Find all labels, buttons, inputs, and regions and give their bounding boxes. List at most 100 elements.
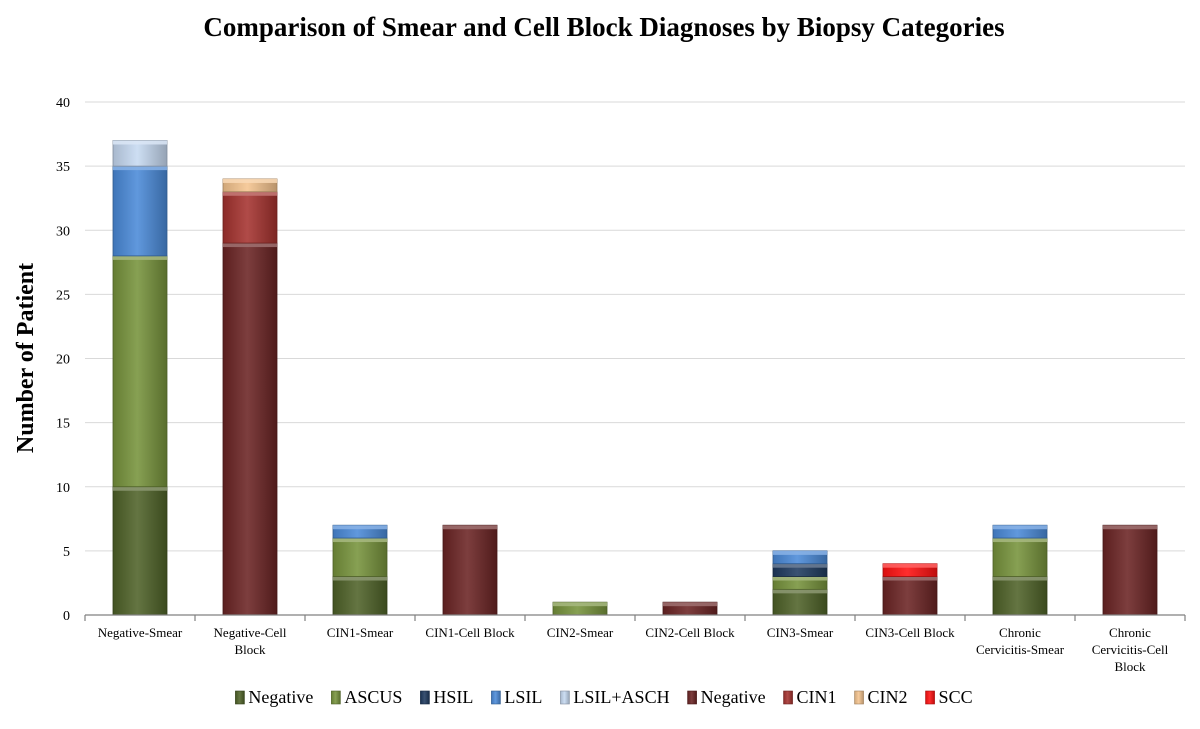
x-axis-labels: Negative-Smear Negative-Cell Block CIN1-Sme… bbox=[98, 625, 1169, 674]
legend-label: ASCUS bbox=[344, 687, 402, 707]
x-axis bbox=[84, 614, 1186, 621]
bar-segment bbox=[112, 486, 168, 616]
bar-segment bbox=[112, 165, 168, 257]
y-tick-label: 10 bbox=[56, 481, 70, 496]
legend-swatch bbox=[235, 690, 245, 705]
bar-segment-cap bbox=[113, 255, 167, 260]
bar-segment-cap bbox=[773, 563, 827, 568]
bar-segment-body bbox=[112, 255, 168, 488]
legend-item: CIN2 bbox=[854, 687, 908, 707]
bar-segment-cap bbox=[333, 525, 387, 530]
legend: Negative ASCUS HSIL LSIL LSIL+ASCH Negative CI… bbox=[235, 687, 973, 707]
bar-segment-cap bbox=[663, 602, 717, 607]
bar-segment-body bbox=[992, 537, 1048, 577]
x-category-label: Negative-Cell Block bbox=[214, 625, 287, 657]
bar-segment-body bbox=[772, 588, 828, 616]
bar-segment bbox=[992, 537, 1048, 577]
bar-segment-cap bbox=[993, 525, 1047, 530]
bar-segment bbox=[112, 140, 168, 167]
bar-segment bbox=[1102, 524, 1158, 616]
bar-segment-cap bbox=[443, 525, 497, 530]
bar-segment bbox=[112, 255, 168, 488]
legend-label: CIN2 bbox=[868, 687, 908, 707]
bar-segment bbox=[882, 563, 938, 577]
bar-segment bbox=[222, 191, 278, 244]
bar-segment bbox=[772, 563, 828, 577]
bar-segment bbox=[772, 588, 828, 616]
bar-segment-body bbox=[882, 576, 938, 616]
bar-segment bbox=[882, 576, 938, 616]
legend-item: Negative bbox=[687, 687, 766, 707]
x-category-label: Chronic Cervicitis-Smear bbox=[976, 625, 1065, 657]
legend-swatch bbox=[331, 690, 341, 705]
bar-segment-cap bbox=[1103, 525, 1157, 530]
bar-segment bbox=[332, 537, 388, 577]
x-category-label: CIN2-Smear bbox=[547, 625, 614, 640]
bar-segment bbox=[772, 576, 828, 590]
bar-segment-body bbox=[442, 524, 498, 616]
bar-segment-body bbox=[332, 537, 388, 577]
bar-segment bbox=[772, 550, 828, 565]
legend-swatch bbox=[491, 690, 501, 705]
legend-swatch bbox=[560, 690, 570, 705]
y-axis-title: Number of Patient bbox=[13, 263, 39, 453]
bar-segment-body bbox=[992, 576, 1048, 616]
legend-swatch bbox=[687, 690, 697, 705]
bar-segment-body bbox=[112, 486, 168, 616]
x-category-label: CIN1-Smear bbox=[327, 625, 394, 640]
legend-label: SCC bbox=[939, 687, 973, 707]
bar-segment-body bbox=[112, 140, 168, 167]
y-tick-label: 5 bbox=[63, 545, 70, 560]
legend-item: LSIL bbox=[491, 687, 542, 707]
bar-segment-cap bbox=[113, 140, 167, 145]
legend-label: Negative bbox=[248, 687, 313, 707]
bar-segment-body bbox=[112, 165, 168, 257]
bar-segment-body bbox=[222, 191, 278, 244]
bar-segment-cap bbox=[223, 191, 277, 196]
legend-item: LSIL+ASCH bbox=[560, 687, 670, 707]
x-category-label: CIN2-Cell Block bbox=[645, 625, 735, 640]
bar-segment bbox=[222, 242, 278, 616]
bar-segment bbox=[662, 601, 718, 616]
bar-segment-cap bbox=[773, 589, 827, 594]
y-tick-label: 35 bbox=[56, 160, 70, 175]
bar-segment bbox=[992, 576, 1048, 616]
legend-item: CIN1 bbox=[783, 687, 837, 707]
legend-label: HSIL bbox=[433, 687, 473, 707]
bar-segment-cap bbox=[223, 243, 277, 248]
legend-swatch bbox=[420, 690, 430, 705]
y-tick-label: 40 bbox=[56, 96, 70, 111]
x-category-label: Negative-Smear bbox=[98, 625, 183, 640]
legend-swatch bbox=[925, 690, 935, 705]
bar-segment-cap bbox=[223, 178, 277, 183]
bars bbox=[112, 140, 1158, 616]
bar-segment-cap bbox=[333, 576, 387, 581]
chart-title: Comparison of Smear and Cell Block Diagn… bbox=[203, 12, 1004, 42]
bar-segment-body bbox=[1102, 524, 1158, 616]
y-tick-label: 30 bbox=[56, 224, 70, 239]
bar-segment-cap bbox=[773, 576, 827, 581]
bar-segment-cap bbox=[113, 486, 167, 491]
legend-item: SCC bbox=[925, 687, 973, 707]
legend-item: HSIL bbox=[420, 687, 473, 707]
x-category-label: Chronic Cervicitis-Cell Block bbox=[1092, 625, 1169, 674]
bar-segment-cap bbox=[773, 550, 827, 555]
y-tick-label: 25 bbox=[56, 288, 70, 303]
bar-segment-cap bbox=[883, 563, 937, 568]
legend-item: ASCUS bbox=[331, 687, 402, 707]
legend-swatch bbox=[783, 690, 793, 705]
bar-segment bbox=[332, 576, 388, 616]
bar-segment-cap bbox=[993, 576, 1047, 581]
legend-label: CIN1 bbox=[797, 687, 837, 707]
x-category-label: CIN1-Cell Block bbox=[425, 625, 515, 640]
bar-segment-body bbox=[332, 576, 388, 616]
bar-segment-cap bbox=[553, 602, 607, 607]
legend-label: Negative bbox=[701, 687, 766, 707]
bar-segment-cap bbox=[113, 166, 167, 171]
y-tick-label: 15 bbox=[56, 417, 70, 432]
legend-item: Negative bbox=[235, 687, 313, 707]
bar-segment bbox=[552, 601, 608, 616]
legend-label: LSIL+ASCH bbox=[573, 687, 669, 707]
y-axis-ticks: 0 5 10 15 20 25 30 35 40 bbox=[56, 96, 70, 624]
